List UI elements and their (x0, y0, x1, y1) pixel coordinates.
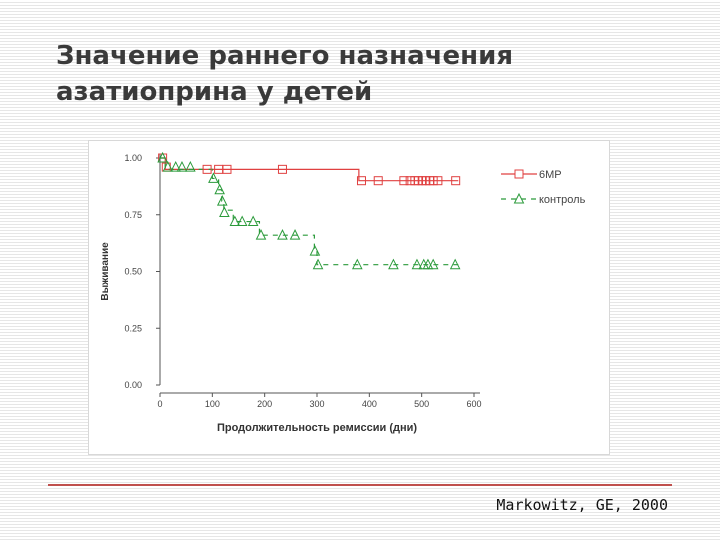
data-point-6mp (428, 176, 438, 186)
data-point-6mp (451, 176, 461, 186)
title-line-1: Значение раннего назначения (56, 41, 514, 71)
series-line-1 (160, 157, 459, 266)
slide-title: Значение раннего назначения азатиоприна … (56, 38, 616, 110)
x-tick-label: 500 (414, 399, 429, 409)
x-tick-label: 400 (362, 399, 377, 409)
data-point-6mp (373, 176, 383, 186)
data-point-control (411, 258, 423, 270)
x-tick-label: 300 (309, 399, 324, 409)
data-point-control (289, 229, 301, 240)
data-point-6mp (202, 164, 212, 174)
legend-6mp-label: 6MP (539, 169, 562, 181)
data-point-6mp (399, 176, 409, 186)
data-point-control (277, 229, 288, 240)
data-point-control (449, 258, 461, 270)
data-point-6mp (277, 164, 287, 174)
chart-legend: 6MP контроль (501, 169, 586, 206)
data-point-control (427, 258, 439, 270)
y-ticks: 0.00 0.25 0.50 0.75 1.00 (124, 153, 160, 390)
survival-chart: 0.00 0.25 0.50 0.75 1.00 0 100 200 300 400 500 600… (100, 151, 586, 434)
data-point-6mp (222, 164, 232, 174)
data-point-control (309, 244, 321, 256)
data-point-control (219, 206, 230, 217)
x-tick-label: 600 (466, 399, 481, 409)
x-tick-label: 0 (157, 399, 162, 409)
footer-divider (48, 484, 672, 486)
data-point-control (236, 215, 248, 227)
y-tick-label: 0.75 (124, 210, 142, 220)
data-point-control (162, 160, 174, 172)
x-ticks: 0 100 200 300 400 500 600 (157, 393, 482, 409)
series-markers (157, 151, 461, 270)
y-tick-label: 1.00 (124, 153, 142, 163)
data-point-6mp (433, 176, 443, 186)
legend-control-marker (513, 192, 525, 204)
y-tick-label: 0.50 (124, 267, 142, 277)
data-point-control (170, 160, 182, 172)
data-point-control (255, 229, 267, 240)
data-point-control (388, 258, 399, 270)
data-point-6mp (356, 176, 366, 186)
legend-6mp-marker (514, 169, 524, 179)
data-point-control (216, 195, 228, 206)
data-point-control (229, 215, 241, 227)
chart-container: 0.00 0.25 0.50 0.75 1.00 0 100 200 300 400 500 600… (88, 140, 610, 455)
data-point-control (208, 172, 219, 183)
x-tick-label: 100 (205, 399, 220, 409)
y-tick-label: 0.00 (124, 380, 142, 390)
title-line-2: азатиоприна у детей (56, 77, 373, 107)
data-point-control (176, 160, 188, 172)
legend-control-label: контроль (539, 194, 586, 206)
x-tick-label: 200 (257, 399, 272, 409)
data-point-control (422, 258, 434, 270)
x-axis-label: Продолжительность ремиссии (дни) (217, 422, 417, 434)
data-point-control (214, 183, 225, 195)
data-point-control (312, 258, 324, 270)
y-tick-label: 0.25 (124, 323, 142, 333)
series-line-0 (160, 157, 459, 182)
chart-axes (159, 154, 480, 394)
data-point-control (351, 258, 363, 270)
data-point-control (157, 151, 168, 163)
data-point-control (247, 215, 259, 227)
data-point-control (185, 160, 196, 172)
citation: Markowitz, GE, 2000 (496, 496, 668, 514)
series-lines (160, 157, 459, 266)
y-axis-label: Выживание (100, 242, 111, 301)
